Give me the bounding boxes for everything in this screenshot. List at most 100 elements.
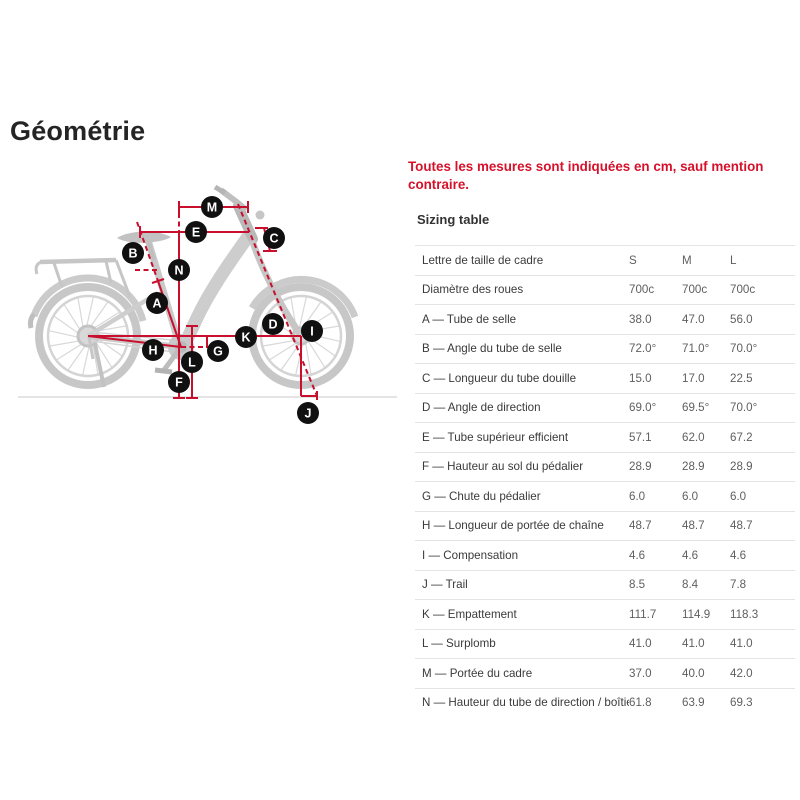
row-label: Lettre de taille de cadre: [422, 253, 544, 267]
spoke: [67, 343, 88, 371]
table-row: M — Portée du cadre 37.0 40.0 42.0: [415, 658, 795, 688]
row-value-s: S: [629, 253, 637, 267]
row-label: I — Compensation: [422, 548, 519, 562]
bike-geometry-diagram: A B C D E F G H I J K L M N: [18, 184, 397, 424]
row-value-s: 37.0: [629, 666, 652, 680]
seatstay: [86, 291, 160, 338]
table-row: G — Chute du pédalier 6.0 6.0 6.0: [415, 481, 795, 511]
row-value-s: 48.7: [629, 519, 652, 533]
row-value-m: 700c: [682, 283, 708, 297]
row-value-l: 7.8: [730, 578, 747, 592]
row-value-m: 28.9: [682, 460, 705, 474]
row-value-m: 41.0: [682, 637, 705, 651]
marker-b: B: [122, 242, 144, 264]
row-value-l: 67.2: [730, 430, 753, 444]
spoke: [49, 339, 82, 347]
table-row: I — Compensation 4.6 4.6 4.6: [415, 540, 795, 570]
row-label: C — Longueur du tube douille: [422, 371, 577, 385]
marker-d: D: [262, 313, 284, 335]
row-label: F — Hauteur au sol du pédalier: [422, 460, 584, 474]
row-value-s: 8.5: [629, 578, 646, 592]
row-label: L — Surplomb: [422, 637, 496, 651]
units-note: Toutes les mesures sont indiquées en cm,…: [408, 159, 764, 192]
row-value-m: 8.4: [682, 578, 699, 592]
table-row: J — Trail 8.5 8.4 7.8: [415, 569, 795, 600]
row-value-l: 70.0°: [730, 342, 758, 356]
row-value-s: 700c: [629, 283, 655, 297]
marker-n: N: [168, 259, 190, 281]
saddle: [117, 231, 171, 243]
table-row: F — Hauteur au sol du pédalier 28.9 28.9 28…: [415, 451, 795, 482]
row-label: N — Hauteur du tube de direction / boîti…: [422, 696, 629, 710]
row-value-s: 72.0°: [629, 342, 657, 356]
svg-text:C: C: [269, 232, 278, 246]
row-value-s: 41.0: [629, 637, 652, 651]
spoke: [304, 342, 312, 375]
marker-m: M: [201, 196, 223, 218]
svg-text:H: H: [148, 344, 157, 358]
spoke: [81, 343, 91, 376]
row-value-l: 28.9: [730, 460, 753, 474]
spoke: [307, 340, 326, 369]
row-label: B — Angle du tube de selle: [422, 342, 562, 356]
table-row: N — Hauteur du tube de direction / boîti…: [415, 687, 795, 718]
svg-text:G: G: [213, 345, 223, 359]
row-value-s: 28.9: [629, 460, 652, 474]
kickstand: [93, 343, 106, 388]
svg-text:N: N: [174, 264, 183, 278]
marker-i: I: [301, 320, 323, 342]
svg-text:M: M: [207, 201, 217, 215]
row-value-l: 70.0°: [730, 401, 758, 415]
marker-l: L: [181, 351, 203, 373]
marker-h: H: [142, 339, 164, 361]
table-row: K — Empattement 111.7 114.9 118.3: [415, 599, 795, 629]
row-value-m: M: [682, 253, 692, 267]
row-value-s: 57.1: [629, 430, 652, 444]
marker-e: E: [185, 221, 207, 243]
table-row: Diamètre des roues 700c 700c 700c: [415, 274, 795, 305]
page-title: Géométrie: [10, 116, 146, 146]
row-label: A — Tube de selle: [422, 312, 517, 326]
row-value-l: L: [730, 253, 737, 267]
spoke: [55, 342, 84, 361]
sizing-table: Lettre de taille de cadre S M L Diamètre des…: [415, 245, 795, 717]
row-value-m: 69.5°: [682, 401, 710, 415]
row-label: K — Empattement: [422, 607, 517, 621]
row-label: G — Chute du pédalier: [422, 489, 541, 503]
row-value-m: 48.7: [682, 519, 705, 533]
derailleur: [87, 336, 95, 360]
row-label: E — Tube supérieur efficient: [422, 430, 569, 444]
svg-text:J: J: [305, 407, 312, 421]
row-value-l: 22.5: [730, 371, 753, 385]
table-header-row: Lettre de taille de cadre S M L: [415, 245, 795, 275]
spoke: [91, 342, 99, 375]
svg-text:I: I: [310, 325, 313, 339]
table-row: E — Tube supérieur efficient 57.1 62.0 67.2: [415, 422, 795, 452]
marker-j: J: [297, 402, 319, 424]
spoke: [95, 336, 123, 357]
table-row: B — Angle du tube de selle 72.0° 71.0° 70.0…: [415, 333, 795, 364]
sizing-table-title: Sizing table: [417, 212, 490, 227]
row-value-s: 61.8: [629, 696, 652, 710]
front-fender: [248, 275, 359, 319]
spoke: [63, 303, 82, 332]
rear-mudflap: [27, 312, 36, 329]
table-row: A — Tube de selle 38.0 47.0 56.0: [415, 304, 795, 334]
spoke: [92, 311, 121, 330]
spoke: [298, 296, 308, 329]
row-value-l: 700c: [730, 283, 756, 297]
table-row: H — Longueur de portée de chaîne 48.7 48.7…: [415, 510, 795, 541]
svg-text:B: B: [128, 247, 137, 261]
row-value-l: 48.7: [730, 519, 753, 533]
spoke: [262, 339, 295, 347]
table-row: L — Surplomb 41.0 41.0 41.0: [415, 628, 795, 659]
row-value-m: 114.9: [682, 607, 711, 621]
spoke: [48, 329, 81, 339]
row-value-s: 4.6: [629, 548, 646, 562]
row-value-m: 17.0: [682, 371, 705, 385]
table-row: C — Longueur du tube douille 15.0 17.0 22.5: [415, 363, 795, 393]
row-value-m: 71.0°: [682, 342, 710, 356]
row-label: H — Longueur de portée de chaîne: [422, 519, 604, 533]
row-label: M — Portée du cadre: [422, 666, 533, 680]
markers: A B C D E F G H I J K L M N: [122, 196, 323, 424]
